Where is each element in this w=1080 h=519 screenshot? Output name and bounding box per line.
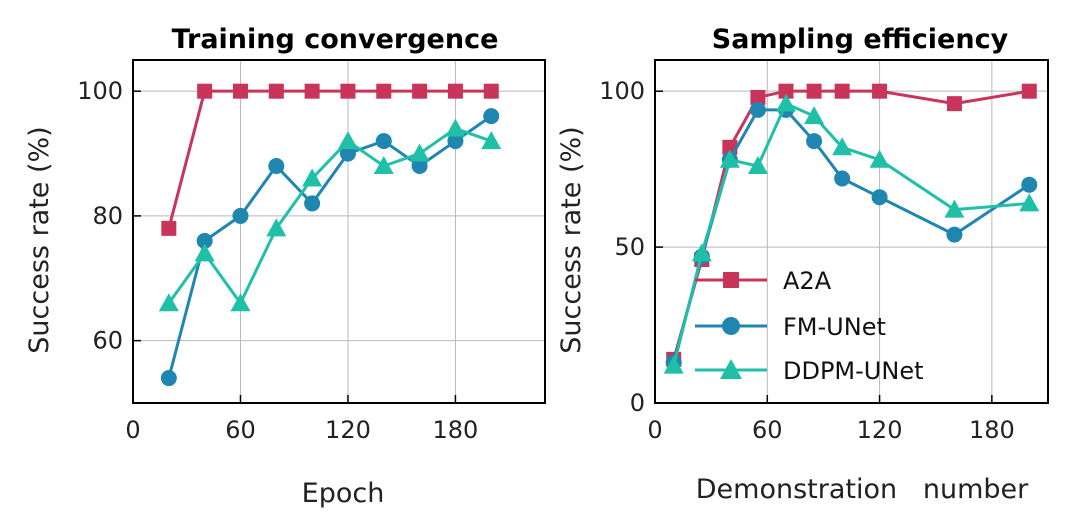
data-point-a2a xyxy=(750,89,766,105)
data-point-ddpm-unet xyxy=(481,131,502,150)
data-point-ddpm-unet xyxy=(266,218,287,237)
legend-label-ddpm-unet: DDPM-UNet xyxy=(783,357,924,385)
series-line-fm-unet xyxy=(167,114,493,379)
chart-training-convergence: Training convergence Epoch Success rate … xyxy=(24,24,546,509)
chart-sampling-efficiency: Sampling efficiency Demonstration number… xyxy=(556,24,1049,505)
data-point-fm-unet xyxy=(806,133,823,150)
x-tick-label: 180 xyxy=(433,416,479,444)
x-tick-label: 60 xyxy=(752,416,783,444)
data-point-a2a xyxy=(806,83,822,99)
data-point-fm-unet xyxy=(447,133,464,150)
data-point-fm-unet xyxy=(749,101,766,118)
data-point-a2a xyxy=(340,83,356,99)
data-point-ddpm-unet xyxy=(445,118,466,137)
data-point-ddpm-unet xyxy=(158,293,179,312)
data-point-fm-unet xyxy=(232,207,249,224)
data-point-a2a xyxy=(304,83,320,99)
y-tick-label: 100 xyxy=(599,77,645,105)
data-point-fm-unet xyxy=(196,232,213,249)
data-point-a2a xyxy=(232,83,248,99)
plot-frame xyxy=(654,59,1049,404)
data-point-ddpm-unet xyxy=(409,143,430,162)
data-point-ddpm-unet xyxy=(230,293,251,312)
series-line-ddpm-unet xyxy=(672,102,1030,366)
y-axis-label: Success rate (%) xyxy=(24,126,55,353)
data-point-ddpm-unet xyxy=(804,106,825,125)
data-point-ddpm-unet xyxy=(663,355,684,374)
y-tick-label: 100 xyxy=(77,77,123,105)
series-line-ddpm-unet xyxy=(167,127,492,305)
data-point-fm-unet xyxy=(1021,176,1038,193)
y-axis-label: Success rate (%) xyxy=(556,126,587,353)
series-line-a2a xyxy=(167,89,492,229)
data-point-ddpm-unet xyxy=(869,149,890,168)
data-point-a2a xyxy=(946,96,962,112)
data-point-ddpm-unet xyxy=(373,156,394,175)
x-tick-label: 120 xyxy=(325,416,371,444)
legend-marker-ddpm-unet xyxy=(720,359,742,379)
data-point-ddpm-unet xyxy=(776,93,796,112)
data-point-fm-unet xyxy=(871,189,888,206)
data-point-a2a xyxy=(834,83,850,99)
data-point-a2a xyxy=(197,83,213,99)
data-point-a2a xyxy=(778,83,794,99)
data-point-ddpm-unet xyxy=(719,149,740,168)
data-point-fm-unet xyxy=(268,158,285,175)
y-tick-label: 80 xyxy=(92,202,123,230)
x-tick-label: 180 xyxy=(969,416,1015,444)
x-tick-label: 60 xyxy=(225,416,256,444)
x-axis-label: Demonstration number xyxy=(696,474,1029,505)
data-point-a2a xyxy=(268,83,284,99)
data-point-a2a xyxy=(483,83,499,99)
y-tick-label: 0 xyxy=(630,389,645,417)
data-point-ddpm-unet xyxy=(337,131,358,150)
data-point-ddpm-unet xyxy=(747,156,768,175)
data-point-fm-unet xyxy=(946,226,963,243)
y-tick-label: 50 xyxy=(614,233,645,261)
data-point-fm-unet xyxy=(339,145,356,162)
x-tick-label: 0 xyxy=(125,416,140,444)
data-point-fm-unet xyxy=(375,133,392,150)
legend-label-fm-unet: FM-UNet xyxy=(783,313,886,341)
data-point-a2a xyxy=(412,83,428,99)
data-point-fm-unet xyxy=(411,158,428,175)
data-point-a2a xyxy=(376,83,392,99)
x-tick-label: 120 xyxy=(857,416,903,444)
data-point-ddpm-unet xyxy=(194,243,215,262)
data-point-fm-unet xyxy=(483,108,500,125)
x-tick-label: 0 xyxy=(647,416,662,444)
data-point-a2a xyxy=(872,83,888,99)
y-tick-label: 60 xyxy=(92,327,123,355)
x-axis-label: Epoch xyxy=(302,478,385,509)
data-point-ddpm-unet xyxy=(302,168,323,187)
data-point-a2a xyxy=(1021,83,1037,99)
data-point-fm-unet xyxy=(834,170,851,187)
data-point-ddpm-unet xyxy=(944,199,965,218)
data-point-ddpm-unet xyxy=(832,137,853,156)
legend-label-a2a: A2A xyxy=(783,267,832,295)
chart-title: Sampling efficiency xyxy=(712,24,1009,55)
data-point-a2a xyxy=(161,220,177,236)
data-point-ddpm-unet xyxy=(1019,193,1040,212)
legend-marker-a2a xyxy=(723,272,739,288)
data-point-ddpm-unet xyxy=(691,243,712,262)
chart-title: Training convergence xyxy=(172,24,499,55)
data-point-fm-unet xyxy=(304,195,321,212)
plot-frame xyxy=(132,59,546,404)
data-point-a2a xyxy=(447,83,463,99)
legend-marker-fm-unet xyxy=(722,317,740,335)
data-point-fm-unet xyxy=(160,370,177,387)
